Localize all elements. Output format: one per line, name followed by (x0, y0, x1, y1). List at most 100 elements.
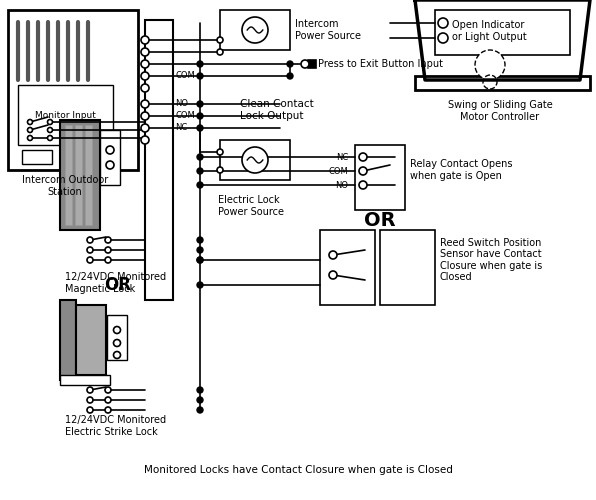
Circle shape (329, 271, 337, 279)
Text: Swing or Sliding Gate
Motor Controller: Swing or Sliding Gate Motor Controller (448, 100, 552, 122)
Bar (18, 85, 113, 145)
Circle shape (301, 60, 309, 68)
Circle shape (141, 100, 149, 108)
Bar (60, 375, 110, 385)
Circle shape (113, 340, 120, 346)
Circle shape (141, 36, 149, 44)
Bar (75, 125, 82, 225)
Circle shape (113, 326, 120, 334)
Circle shape (217, 37, 223, 43)
Circle shape (359, 153, 367, 161)
Text: Intercom Outdoor
Station: Intercom Outdoor Station (22, 175, 108, 197)
Bar (355, 145, 405, 210)
Circle shape (106, 161, 114, 169)
Text: NC: NC (336, 152, 348, 162)
Circle shape (105, 257, 111, 263)
Circle shape (197, 182, 203, 188)
Circle shape (197, 61, 203, 67)
Circle shape (197, 257, 203, 263)
Circle shape (48, 128, 52, 132)
Circle shape (141, 48, 149, 56)
Bar (145, 20, 173, 300)
Bar (220, 140, 290, 180)
Circle shape (217, 167, 223, 173)
Circle shape (141, 60, 149, 68)
Circle shape (106, 146, 114, 154)
Bar (380, 230, 435, 305)
Circle shape (438, 33, 448, 43)
Bar (85, 125, 92, 225)
Circle shape (27, 128, 33, 132)
Circle shape (438, 18, 448, 28)
Text: COM: COM (328, 166, 348, 175)
Circle shape (197, 397, 203, 403)
Circle shape (197, 168, 203, 174)
Circle shape (105, 237, 111, 243)
Text: Electric Lock
Power Source: Electric Lock Power Source (218, 195, 284, 216)
Circle shape (141, 112, 149, 120)
Circle shape (197, 407, 203, 413)
Circle shape (105, 247, 111, 253)
Circle shape (197, 387, 203, 393)
Circle shape (87, 387, 93, 393)
Circle shape (197, 113, 203, 119)
Circle shape (141, 136, 149, 144)
Circle shape (197, 73, 203, 79)
Bar (415, 76, 590, 90)
Bar (60, 300, 76, 380)
Text: Reed Switch Position
Sensor have Contact
Closure when gate is
Closed: Reed Switch Position Sensor have Contact… (440, 238, 542, 282)
Text: OR: OR (364, 210, 396, 230)
Circle shape (105, 387, 111, 393)
Bar (107, 315, 127, 360)
Circle shape (141, 72, 149, 80)
Circle shape (242, 147, 268, 173)
Circle shape (113, 352, 120, 358)
Circle shape (105, 397, 111, 403)
Circle shape (287, 73, 293, 79)
Bar (100, 130, 120, 185)
Circle shape (217, 149, 223, 155)
Circle shape (197, 257, 203, 263)
Text: 12/24VDC Monitored
Magnetic Lock: 12/24VDC Monitored Magnetic Lock (65, 272, 166, 293)
Circle shape (27, 136, 33, 140)
Circle shape (197, 247, 203, 253)
Bar (220, 10, 290, 50)
Circle shape (197, 125, 203, 131)
Text: Press to Exit Button Input: Press to Exit Button Input (318, 59, 443, 69)
Circle shape (197, 154, 203, 160)
Text: Monitor Input: Monitor Input (35, 110, 95, 120)
Text: NO: NO (175, 100, 188, 108)
Text: COM: COM (175, 72, 195, 80)
Circle shape (483, 75, 497, 89)
Circle shape (141, 124, 149, 132)
Circle shape (359, 181, 367, 189)
Circle shape (359, 167, 367, 175)
Bar (60, 120, 100, 230)
Bar (76, 305, 106, 375)
Circle shape (27, 120, 33, 124)
Circle shape (197, 282, 203, 288)
Circle shape (48, 136, 52, 140)
Text: COM: COM (175, 112, 195, 120)
Circle shape (287, 61, 293, 67)
Circle shape (329, 251, 337, 259)
Bar (308, 60, 316, 68)
Circle shape (197, 237, 203, 243)
Circle shape (475, 50, 505, 80)
Text: NO: NO (335, 180, 348, 190)
Circle shape (141, 84, 149, 92)
Text: Relay Contact Opens
when gate is Open: Relay Contact Opens when gate is Open (410, 159, 513, 181)
Text: Monitored Locks have Contact Closure when gate is Closed: Monitored Locks have Contact Closure whe… (144, 465, 452, 475)
Text: 12/24VDC Monitored
Electric Strike Lock: 12/24VDC Monitored Electric Strike Lock (65, 415, 166, 436)
Circle shape (62, 149, 78, 165)
Bar (65, 125, 72, 225)
Text: Open Indicator
or Light Output: Open Indicator or Light Output (452, 20, 527, 42)
Circle shape (87, 247, 93, 253)
Circle shape (87, 257, 93, 263)
Circle shape (48, 120, 52, 124)
Circle shape (197, 101, 203, 107)
Polygon shape (415, 0, 590, 80)
Circle shape (87, 237, 93, 243)
Bar (320, 230, 375, 305)
Bar (8, 10, 138, 170)
